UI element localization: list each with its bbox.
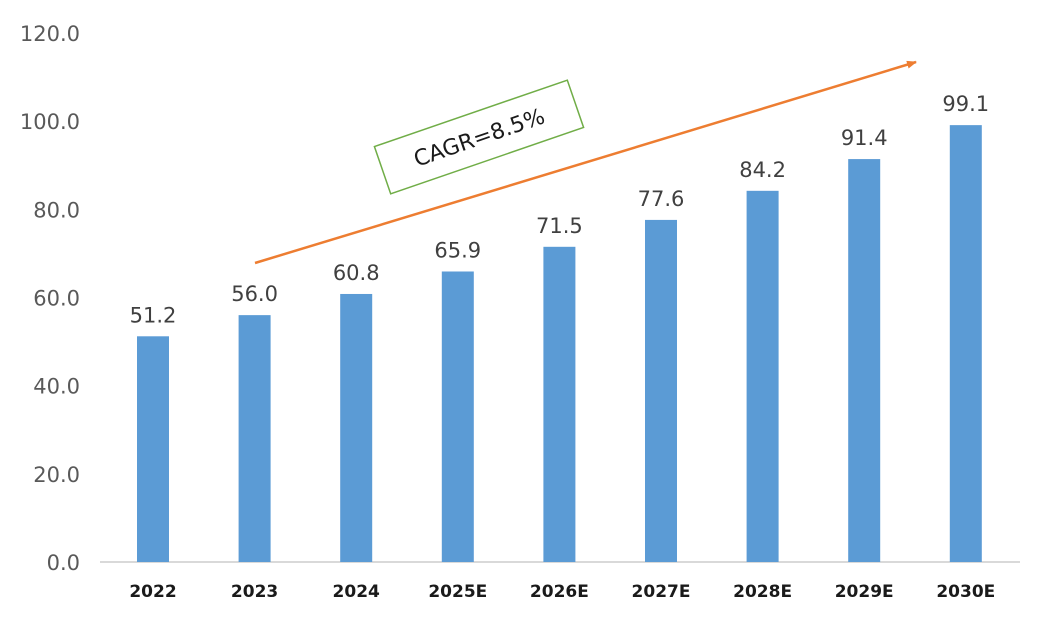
- y-tick-label: 40.0: [33, 375, 80, 399]
- bar-2030E: [949, 125, 982, 563]
- bar-2022: [137, 336, 169, 562]
- y-tick-label: 80.0: [33, 198, 80, 222]
- bar-2029E: [848, 159, 881, 562]
- cagr-annotation: CAGR=8.5%: [373, 79, 585, 195]
- y-tick-label: 0.0: [47, 551, 80, 575]
- y-tick-label: 100.0: [20, 110, 80, 134]
- data-label: 84.2: [739, 158, 786, 182]
- data-label: 77.6: [638, 187, 685, 211]
- x-tick-label: 2026E: [530, 582, 589, 602]
- x-tick-label: 2023: [231, 582, 278, 602]
- y-tick-label: 120.0: [20, 22, 80, 46]
- bar-2023: [238, 315, 271, 562]
- data-label: 99.1: [942, 92, 989, 116]
- data-label: 56.0: [231, 282, 278, 306]
- data-label: 65.9: [434, 238, 481, 262]
- bar-2025E: [441, 271, 474, 562]
- x-tick-label: 2030E: [936, 582, 995, 602]
- x-tick-label: 2024: [333, 582, 380, 602]
- y-tick-label: 20.0: [33, 463, 80, 487]
- data-label: 51.2: [130, 303, 177, 327]
- bar-2026E: [543, 246, 576, 562]
- bar-2027E: [645, 219, 677, 562]
- cagr-trend-arrow: [254, 60, 917, 265]
- x-tick-label: 2027E: [632, 582, 691, 602]
- bar-2024: [340, 293, 373, 562]
- bar-2028E: [746, 190, 779, 562]
- x-tick-label: 2022: [129, 582, 176, 602]
- data-label: 71.5: [536, 214, 583, 238]
- data-label: 60.8: [333, 261, 380, 285]
- x-tick-label: 2025E: [428, 582, 487, 602]
- y-tick-label: 60.0: [33, 287, 80, 311]
- data-label: 91.4: [841, 126, 888, 150]
- x-tick-label: 2029E: [835, 582, 894, 602]
- cagr-box: [373, 79, 585, 195]
- x-tick-label: 2028E: [733, 582, 792, 602]
